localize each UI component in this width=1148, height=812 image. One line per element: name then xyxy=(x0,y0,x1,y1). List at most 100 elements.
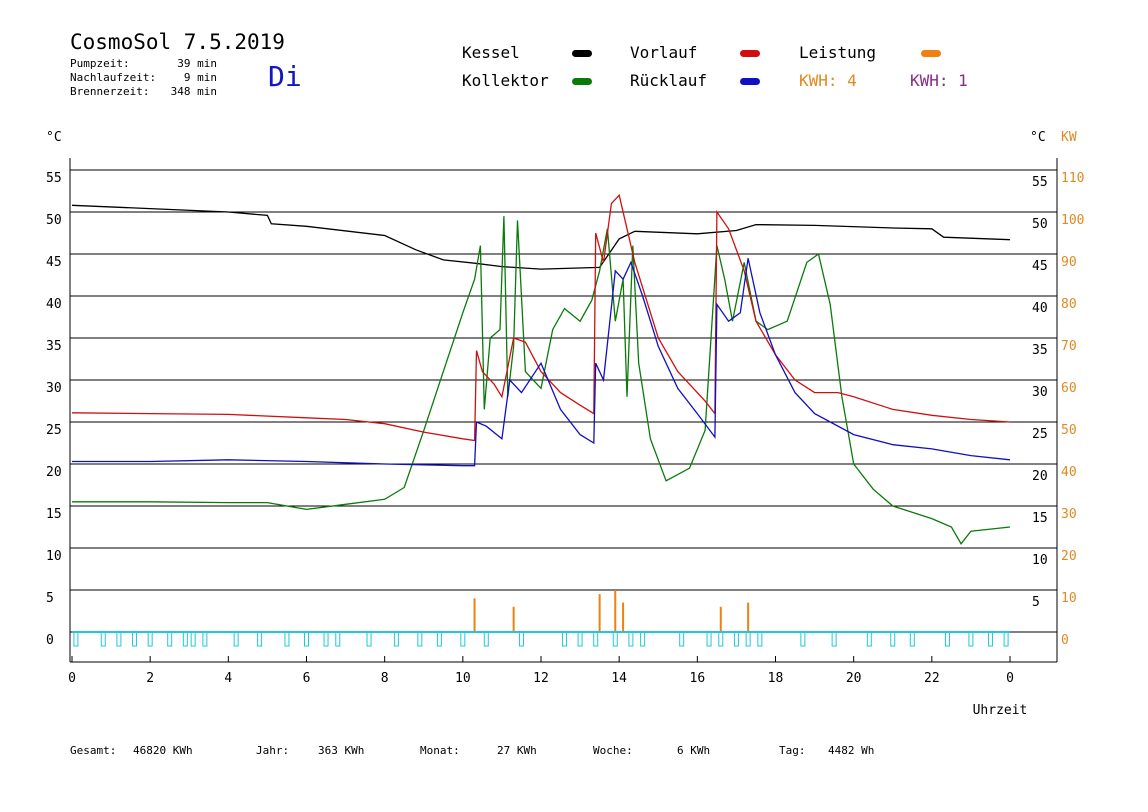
y-tick-label-right: 40 xyxy=(1032,301,1048,316)
pump-marker xyxy=(233,631,239,647)
pump-marker xyxy=(577,631,583,647)
footer-label-jahr: Jahr: xyxy=(256,744,290,757)
pump-marker xyxy=(147,631,153,647)
y-tick-label-left: 5 xyxy=(46,591,54,606)
y-tick-label-kw: 0 xyxy=(1061,633,1069,648)
y-tick-label-left: 25 xyxy=(46,423,62,438)
pump-marker xyxy=(116,631,122,647)
y-tick-label-left: 0 xyxy=(46,633,54,648)
y-axis-label-right: °C xyxy=(1030,130,1046,145)
y-tick-label-right: 15 xyxy=(1032,511,1048,526)
info-value-brennerzeit: 348 min xyxy=(170,85,217,98)
info-label-brennerzeit: Brennerzeit: xyxy=(70,85,150,98)
legend-swatch-leistung xyxy=(921,50,941,57)
pump-marker xyxy=(417,631,423,647)
x-tick-label: 10 xyxy=(455,671,471,686)
weekday-label: Di xyxy=(268,60,302,93)
pump-marker xyxy=(968,631,974,647)
axes xyxy=(69,158,1058,663)
y-tick-label-kw: 60 xyxy=(1061,381,1077,396)
pump-marker xyxy=(393,631,399,647)
legend-label-kollektor: Kollektor xyxy=(462,71,549,90)
y-tick-label-left: 50 xyxy=(46,213,62,228)
x-tick-label: 8 xyxy=(381,671,389,686)
y-tick-label-kw: 110 xyxy=(1061,171,1084,186)
y-tick-label-left: 45 xyxy=(46,255,62,270)
power-spikes xyxy=(473,590,750,632)
pump-marker xyxy=(944,631,950,647)
footer-value-jahr: 363 KWh xyxy=(318,744,365,757)
y-tick-label-kw: 10 xyxy=(1061,591,1077,606)
footer-value-monat: 27 KWh xyxy=(497,744,537,757)
y-tick-label-right: 55 xyxy=(1032,175,1048,190)
y-tick-label-left: 30 xyxy=(46,381,62,396)
footer-label-monat: Monat: xyxy=(420,744,460,757)
y-tick-label-kw: 90 xyxy=(1061,255,1077,270)
series-line-kessel xyxy=(71,204,1011,270)
y-axis-label-left: °C xyxy=(46,130,62,145)
pump-marker xyxy=(73,631,79,647)
pump-marker xyxy=(323,631,329,647)
series-line-rcklauf xyxy=(72,258,1011,467)
pump-marker xyxy=(706,631,712,647)
legend-kwh-secondary: KWH: 1 xyxy=(910,71,968,90)
pump-marker xyxy=(335,631,341,647)
pump-marker xyxy=(987,631,993,647)
info-value-nachlaufzeit: 9 min xyxy=(183,71,217,84)
y-tick-label-kw: 100 xyxy=(1061,213,1084,228)
y-tick-label-kw: 40 xyxy=(1061,465,1077,480)
y-tick-label-left: 10 xyxy=(46,549,62,564)
pump-marker xyxy=(304,631,309,647)
info-label-nachlaufzeit: Nachlaufzeit: xyxy=(70,71,157,84)
pump-marker xyxy=(593,631,599,647)
y-tick-label-left: 40 xyxy=(46,297,62,312)
y-tick-label-left: 20 xyxy=(46,465,62,480)
pump-marker xyxy=(518,631,524,647)
y-tick-label-left: 55 xyxy=(46,171,62,186)
pump-marker xyxy=(733,631,739,647)
x-tick-label: 16 xyxy=(690,671,706,686)
pump-marker xyxy=(909,631,915,647)
pump-marker xyxy=(628,631,634,647)
footer-value-gesamt: 46820 KWh xyxy=(133,744,193,757)
legend-label-leistung: Leistung xyxy=(799,43,877,62)
y-tick-label-kw: 20 xyxy=(1061,549,1077,564)
pump-marker xyxy=(460,631,466,647)
info-value-pumpzeit: 39 min xyxy=(177,57,217,70)
series-line-vorlauf xyxy=(71,193,1011,442)
pump-marker xyxy=(284,631,290,647)
y-tick-label-right: 35 xyxy=(1032,343,1048,358)
legend-label-vorlauf: Vorlauf xyxy=(630,43,698,62)
pump-marker xyxy=(890,631,896,647)
pump-marker xyxy=(561,631,567,647)
x-tick-label: 0 xyxy=(1006,671,1014,686)
x-tick-label: 20 xyxy=(846,671,862,686)
y-tick-label-kw: 80 xyxy=(1061,297,1077,312)
pump-markers xyxy=(72,631,1010,647)
pump-marker xyxy=(366,631,372,647)
y-tick-label-right: 20 xyxy=(1032,469,1048,484)
tick-labels: 0 2 4 6 8 10 12 14 16 18 20 22 0 Uhrzeit 0 5 10 15 20 25 30 3… xyxy=(46,130,1084,718)
pump-marker xyxy=(831,631,837,647)
y-tick-label-kw: 70 xyxy=(1061,339,1077,354)
footer-value-tag: 4482 Wh xyxy=(828,744,875,757)
info-label-pumpzeit: Pumpzeit: xyxy=(70,57,130,70)
pump-marker xyxy=(132,631,138,647)
pump-marker xyxy=(100,631,106,647)
legend-swatch-ruecklauf xyxy=(740,78,760,85)
y-tick-label-kw: 50 xyxy=(1061,423,1077,438)
pump-marker xyxy=(612,631,618,647)
pump-marker xyxy=(190,631,196,647)
pump-marker xyxy=(182,631,188,647)
x-tick-label: 4 xyxy=(224,671,232,686)
pump-marker xyxy=(167,631,173,647)
y-tick-label-right: 25 xyxy=(1032,427,1048,442)
footer-value-woche: 6 KWh xyxy=(677,744,711,757)
footer-label-gesamt: Gesamt: xyxy=(70,744,117,757)
pump-marker xyxy=(257,631,263,647)
x-tick-label: 0 xyxy=(68,671,76,686)
y-tick-label-right: 45 xyxy=(1032,259,1048,274)
pump-marker xyxy=(757,631,763,647)
legend-label-ruecklauf: Rücklauf xyxy=(630,71,708,90)
